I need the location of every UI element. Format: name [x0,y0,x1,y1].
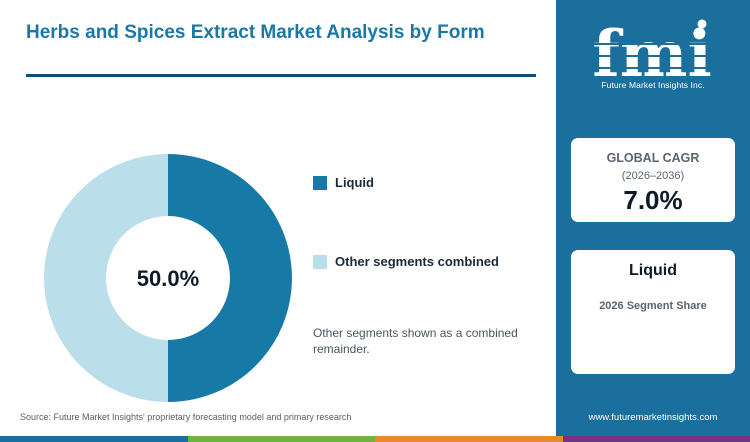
legend-item-liquid: Liquid [313,175,374,190]
chart-note: Other segments shown as a combined remai… [313,326,518,356]
donut-chart: 50.0% [44,154,292,402]
segment-subtitle: 2026 Segment Share [599,300,707,312]
chart-title: Herbs and Spices Extract Market Analysis… [26,22,485,43]
segment-title: Liquid [629,262,677,279]
bottom-color-bar [0,436,750,442]
cagr-card: GLOBAL CAGR (2026–2036) 7.0% [571,138,735,222]
donut-center-label: 50.0% [137,266,199,291]
chart-panel: Herbs and Spices Extract Market Analysis… [20,22,536,422]
cagr-title: GLOBAL CAGR [606,151,700,165]
bottom-bar-segment [375,436,563,442]
sidebar: fmi Future Market Insights Inc. GLOBAL C… [556,0,750,442]
cagr-value: 7.0% [623,185,683,215]
donut-slice-other [44,154,168,402]
fmi-logo: fmi [588,17,716,92]
legend-swatch-liquid [313,175,327,190]
logo-caption: Future Market Insights Inc. [601,80,705,90]
cagr-period: (2026–2036) [621,170,685,182]
bottom-bar-segment [562,436,750,442]
legend-item-other: Other segments combined [313,254,499,269]
segment-card: Liquid 2026 Segment Share [571,250,735,374]
source-note: Source: Future Market Insights' propriet… [20,412,352,422]
bottom-bar-segment [0,436,188,442]
legend-label-other: Other segments combined [335,254,499,269]
donut-slice-liquid [168,154,292,402]
title-divider [26,74,536,77]
legend-label-liquid: Liquid [335,175,374,190]
logo-letters: fmi [592,17,712,92]
website-link[interactable]: www.futuremarketinsights.com [588,412,718,423]
bottom-bar-segment [187,436,375,442]
legend-swatch-other [313,254,327,269]
